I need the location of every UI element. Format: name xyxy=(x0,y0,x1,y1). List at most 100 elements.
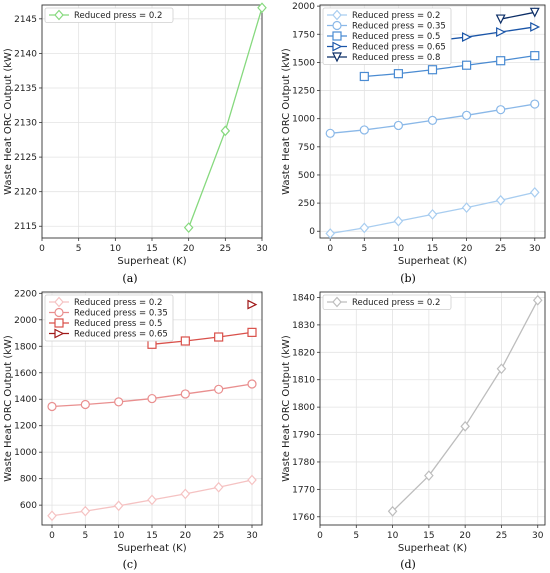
data-point xyxy=(183,222,194,234)
y-tick-label: 1770 xyxy=(292,485,315,495)
y-tick-label: 1000 xyxy=(292,115,315,125)
panel-label: (c) xyxy=(123,558,138,571)
data-point xyxy=(529,7,540,18)
x-tick-label: 10 xyxy=(110,244,122,254)
y-tick-label: 1000 xyxy=(14,448,37,458)
data-point xyxy=(180,488,191,500)
y-tick-label: 1600 xyxy=(14,369,37,379)
legend-marker xyxy=(332,20,342,31)
data-point xyxy=(247,379,257,389)
legend-marker xyxy=(54,318,64,328)
data-point xyxy=(461,110,472,120)
x-tick-label: 30 xyxy=(532,531,544,541)
legend-label: Reduced press = 0.65 xyxy=(352,43,446,53)
y-tick-label: 1200 xyxy=(14,422,37,432)
x-tick-label: 10 xyxy=(113,531,125,541)
legend-marker xyxy=(54,9,64,21)
x-tick-label: 5 xyxy=(82,531,88,541)
y-tick-label: 2115 xyxy=(14,222,37,232)
x-axis-label: Superheat (K) xyxy=(117,256,186,267)
x-tick-label: 10 xyxy=(387,531,399,541)
x-tick-label: 15 xyxy=(146,244,157,254)
y-tick-label: 750 xyxy=(298,143,315,153)
y-tick-label: 2125 xyxy=(14,153,37,163)
data-point xyxy=(113,500,124,512)
legend-label: Reduced press = 0.65 xyxy=(74,330,168,340)
legend-marker xyxy=(332,9,342,21)
legend-label: Reduced press = 0.8 xyxy=(352,53,440,63)
x-tick-label: 5 xyxy=(361,244,367,254)
data-point xyxy=(359,125,369,135)
data-point xyxy=(530,51,540,61)
x-tick-label: 25 xyxy=(220,244,231,254)
y-tick-label: 2145 xyxy=(14,15,37,25)
plot-frame xyxy=(319,291,546,526)
data-point xyxy=(325,228,336,239)
y-tick-label: 1780 xyxy=(292,458,315,468)
data-point xyxy=(247,299,258,310)
data-point xyxy=(496,363,507,375)
data-point xyxy=(147,393,157,404)
data-point xyxy=(80,505,91,517)
y-tick-label: 2120 xyxy=(14,188,37,198)
data-point xyxy=(529,187,540,198)
y-tick-label: 0 xyxy=(309,227,315,237)
series-line-5 xyxy=(500,11,535,20)
y-tick-label: 1760 xyxy=(292,513,315,523)
chart-panel-4: 0 5 10 15 20 25 30 1760 1770 1780 1790 1800 1810 1820… xyxy=(281,291,546,571)
data-point xyxy=(180,336,190,346)
data-point xyxy=(496,56,506,66)
x-axis-label: Superheat (K) xyxy=(398,256,467,267)
chart-panel-3: 0 5 10 15 20 25 30 600 800 1000 1200 1400 1600 1800 20… xyxy=(3,289,263,571)
data-point xyxy=(114,397,124,407)
data-point xyxy=(213,481,224,493)
x-tick-label: 0 xyxy=(317,531,323,541)
x-tick-label: 25 xyxy=(213,531,224,541)
panel-label: (a) xyxy=(122,272,137,285)
data-point xyxy=(460,420,470,432)
data-point xyxy=(214,384,224,394)
data-point xyxy=(530,21,541,32)
data-point xyxy=(220,125,231,137)
y-tick-label: 1820 xyxy=(292,348,315,358)
legend-label: Reduced press = 0.5 xyxy=(74,319,162,329)
data-point xyxy=(427,208,438,220)
y-tick-label: 2140 xyxy=(14,49,37,59)
legend-label: Reduced press = 0.2 xyxy=(352,11,440,21)
y-tick-label: 1810 xyxy=(292,376,315,386)
y-tick-label: 2200 xyxy=(14,289,37,299)
x-tick-label: 20 xyxy=(459,531,471,541)
legend-label: Reduced press = 0.35 xyxy=(74,309,168,319)
y-tick-label: 600 xyxy=(20,501,37,511)
y-tick-label: 250 xyxy=(298,199,315,209)
y-tick-label: 2130 xyxy=(14,119,37,129)
legend-label: Reduced press = 0.2 xyxy=(352,298,440,308)
data-point xyxy=(393,215,404,227)
x-tick-label: 20 xyxy=(461,244,473,254)
x-tick-label: 30 xyxy=(529,244,541,254)
y-tick-label: 2000 xyxy=(292,2,315,12)
y-tick-label: 1830 xyxy=(292,321,315,331)
x-tick-label: 15 xyxy=(146,531,157,541)
y-axis-label: Waste Heat ORC Output (kW) xyxy=(3,48,14,195)
data-point xyxy=(359,222,370,234)
data-point xyxy=(387,505,398,517)
y-tick-label: 2135 xyxy=(14,84,37,94)
x-tick-label: 10 xyxy=(393,244,405,254)
data-point xyxy=(461,32,472,43)
y-tick-label: 1790 xyxy=(292,431,315,441)
data-point xyxy=(147,494,157,506)
data-point xyxy=(247,474,257,486)
data-point xyxy=(530,99,540,109)
legend-marker xyxy=(54,296,64,308)
x-tick-label: 0 xyxy=(39,244,45,254)
data-point xyxy=(257,2,267,14)
data-point xyxy=(325,128,335,138)
data-point xyxy=(495,194,506,206)
legend-box xyxy=(322,294,452,310)
x-tick-label: 15 xyxy=(423,531,434,541)
x-axis-label: Superheat (K) xyxy=(117,543,186,554)
data-point xyxy=(393,120,404,131)
data-point xyxy=(461,60,472,70)
